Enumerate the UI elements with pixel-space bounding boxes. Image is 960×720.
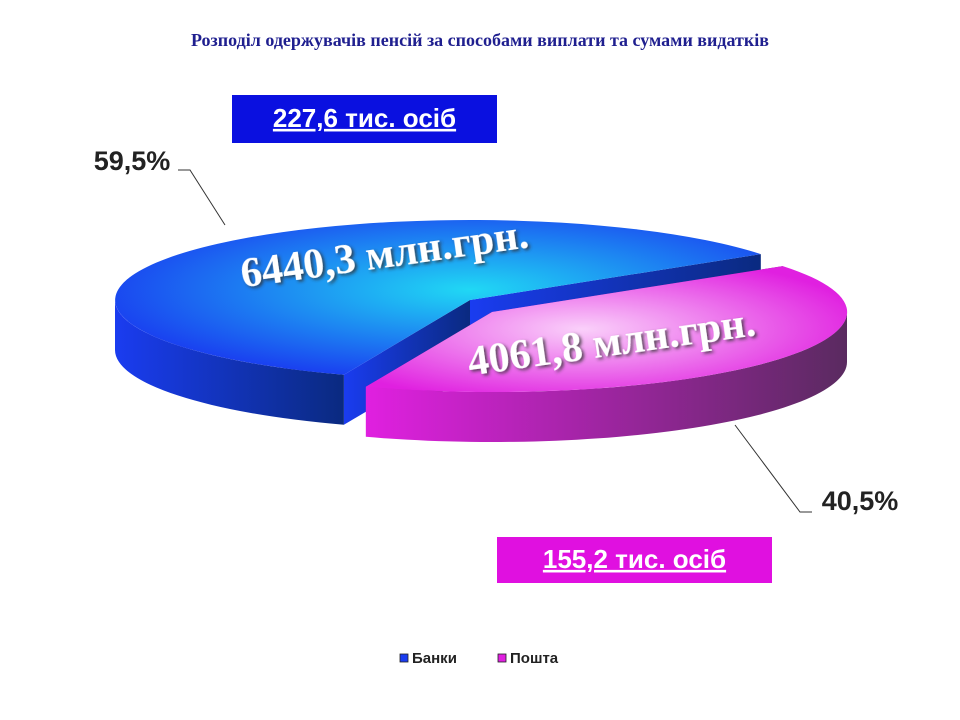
people-label: 155,2 тис. осіб: [543, 544, 726, 574]
slice-side: [114, 300, 344, 425]
value-label: 59,5%: [94, 146, 171, 176]
people-label: 227,6 тис. осіб: [273, 103, 456, 133]
label-box: [232, 95, 497, 143]
chart-title: Розподіл одержувачів пенсій за способами…: [191, 30, 769, 50]
pie-slice: [115, 220, 761, 375]
label-box: [497, 537, 772, 583]
legend-swatch: [497, 653, 507, 663]
value-label: 40,5%: [822, 486, 899, 516]
leader-line: [734, 424, 812, 513]
legend-swatch: [399, 653, 409, 663]
legend-label: Банки: [412, 650, 457, 667]
pie-slice: [365, 266, 848, 393]
legend-label: Пошта: [510, 650, 559, 667]
leader-line: [178, 169, 226, 226]
slice-side: [365, 312, 847, 443]
